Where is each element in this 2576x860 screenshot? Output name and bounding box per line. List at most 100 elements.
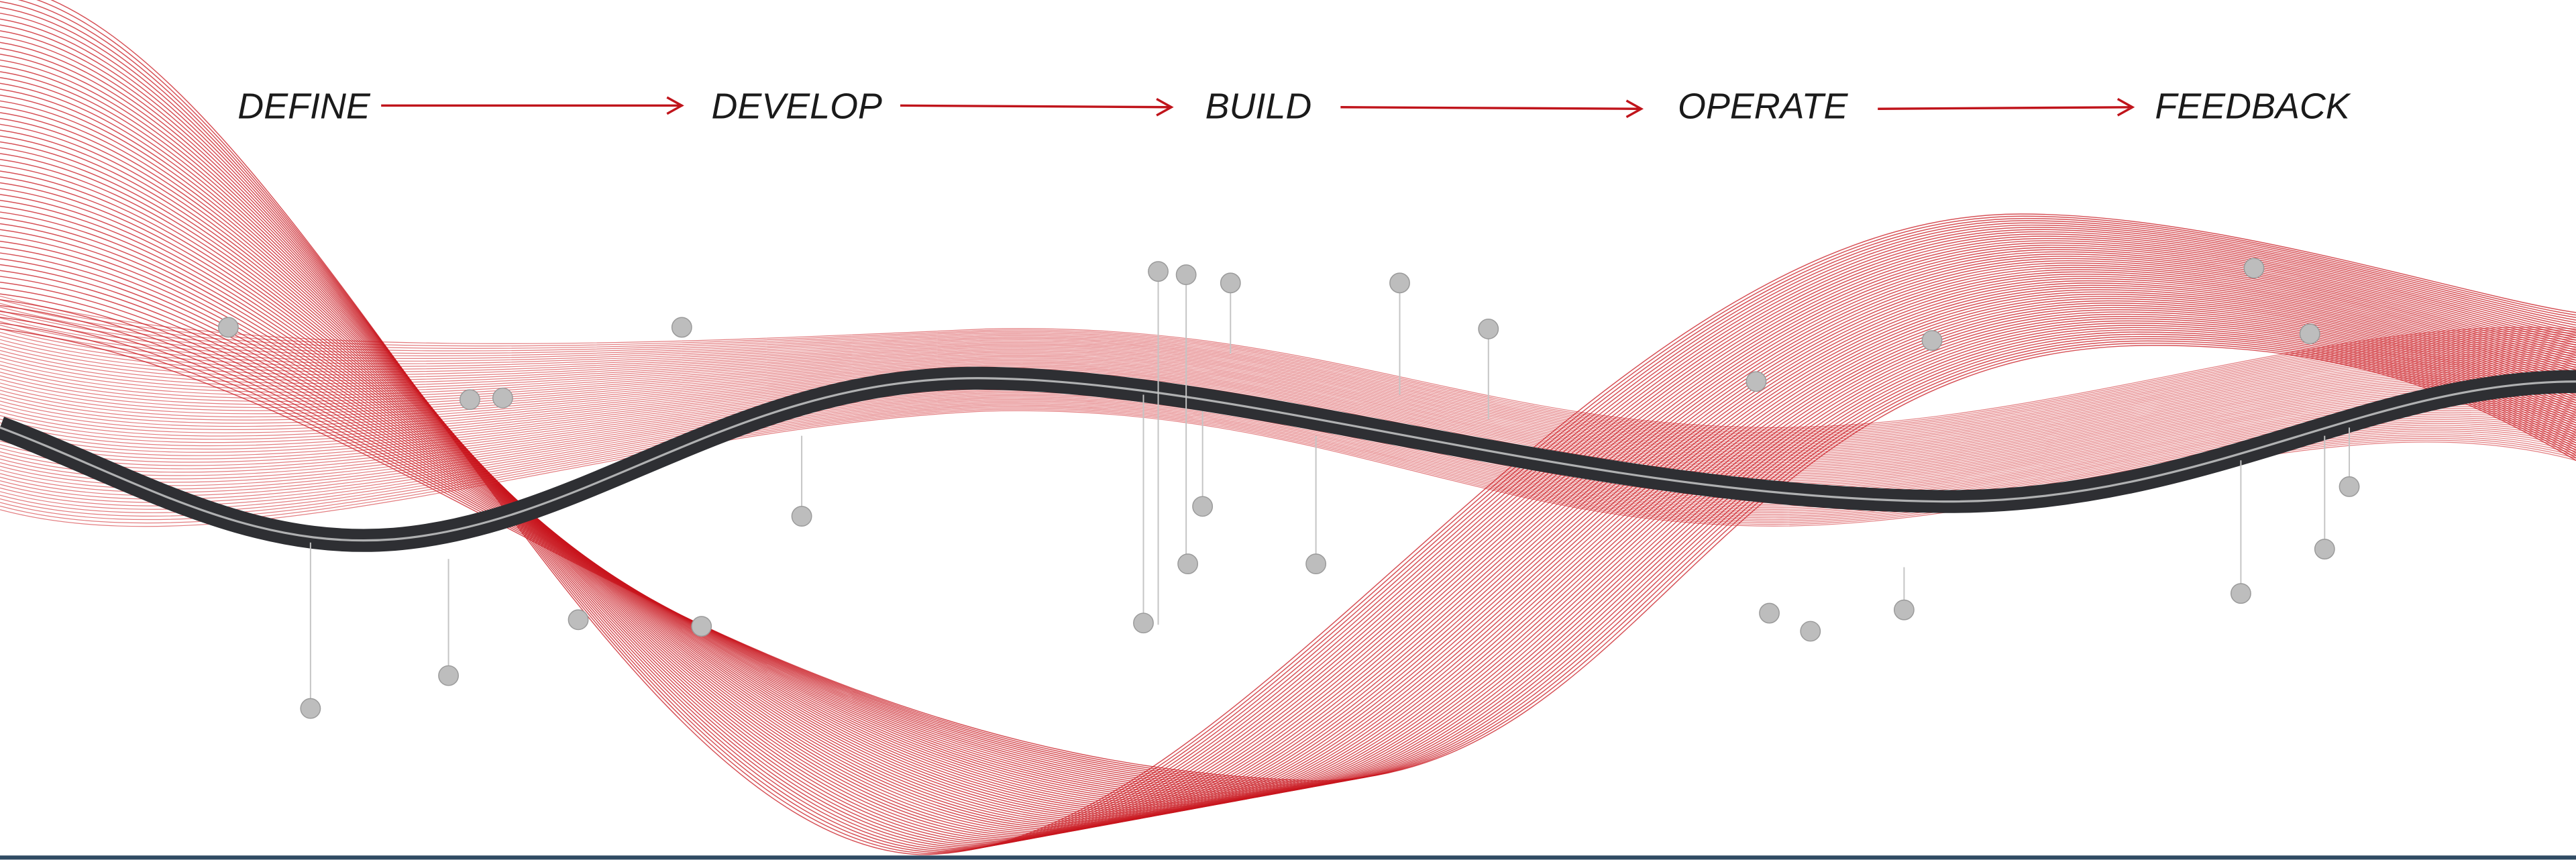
wave-line (0, 346, 2576, 451)
wave-line (0, 328, 2576, 782)
pin (1192, 411, 1214, 517)
wave-line (0, 83, 2576, 835)
wave-line (0, 246, 2576, 799)
wave-line (0, 89, 2576, 833)
pin-head (1148, 261, 1169, 282)
wave-line (0, 342, 2576, 450)
pin (2299, 323, 2320, 345)
pin (1759, 602, 1780, 624)
pin (217, 317, 239, 338)
wave-line (0, 223, 2576, 804)
arrow (1340, 99, 1644, 118)
wave-line (0, 136, 2576, 823)
pin (300, 542, 321, 719)
wave-line (0, 310, 2576, 435)
wave-line (0, 176, 2576, 814)
pin-head (300, 698, 321, 719)
wave-line (0, 328, 2576, 443)
pin (1175, 264, 1197, 559)
wave-line (0, 307, 2576, 433)
pin-head (2339, 476, 2360, 497)
main-wave-highlight (0, 377, 2576, 542)
wave-line (0, 287, 2576, 790)
main-wave (0, 366, 2576, 552)
wave-line (0, 293, 2576, 789)
pin (459, 389, 480, 411)
wave-line (0, 53, 2576, 841)
wave-line (0, 205, 2576, 808)
wave-line (0, 164, 2576, 816)
wave-line (0, 71, 2576, 837)
pin (1478, 318, 1499, 420)
wave-line (0, 393, 2576, 506)
wave-line (0, 303, 2576, 431)
wave-line (0, 158, 2576, 818)
pin-head (1800, 621, 1821, 642)
pin (1389, 272, 1410, 395)
wave-line (0, 321, 2576, 440)
wave-line (0, 367, 2576, 475)
wave-line (0, 322, 2576, 783)
wave-line (0, 364, 2576, 472)
pin-head (1192, 496, 1214, 517)
pin (1177, 553, 1199, 575)
pin (1921, 330, 1943, 351)
wave-line (0, 199, 2576, 809)
wave-line (0, 368, 2576, 477)
stage-label: DEFINE (237, 86, 371, 126)
wave-line (0, 349, 2576, 453)
stage-label: OPERATE (1678, 86, 1848, 126)
wave-line (0, 48, 2576, 842)
pin (671, 317, 692, 338)
wave-line (0, 299, 2576, 430)
stage-label: BUILD (1205, 86, 1312, 126)
pin-head (459, 389, 480, 411)
wave-line (0, 170, 2576, 816)
wave-line (0, 106, 2576, 829)
wave-line (0, 353, 2576, 458)
pin-head (2230, 583, 2251, 604)
wave-line (0, 394, 2576, 508)
wave-line (0, 324, 2576, 441)
pin (1148, 261, 1169, 625)
wave-line (0, 123, 2576, 825)
wave-line (0, 317, 2576, 784)
wave-line (0, 397, 2576, 512)
wave-line (0, 252, 2576, 798)
wave-line (0, 335, 2576, 447)
wave-line (0, 42, 2576, 843)
wave-line (0, 299, 2576, 788)
arrow (1878, 98, 2135, 117)
wave-line (0, 153, 2576, 819)
wave-line (0, 258, 2576, 797)
pin (568, 609, 589, 631)
pin (1133, 394, 1154, 634)
pin-head (1478, 318, 1499, 339)
stage-label: FEEDBACK (2155, 86, 2351, 126)
wave-line (0, 295, 2576, 428)
pin (2230, 460, 2251, 604)
wave-line (0, 194, 2576, 810)
pin-head (568, 609, 589, 631)
wave-line (0, 356, 2576, 462)
pin-head (2299, 323, 2320, 345)
pin (1746, 371, 1767, 392)
wave-line (0, 317, 2576, 438)
pins (217, 258, 2360, 719)
wave-line (0, 350, 2576, 455)
bottom-rule (0, 855, 2576, 860)
pin (1220, 272, 1241, 354)
wave-line (0, 276, 2576, 793)
pin (2314, 435, 2335, 559)
wave-line (0, 354, 2576, 460)
stage-row: DEFINE DEVELOP BUILD OPERATE FEEDBACK (237, 86, 2351, 126)
wave-line (0, 311, 2576, 786)
wave-line (0, 399, 2576, 513)
wave-line (0, 240, 2576, 800)
arrow (900, 98, 1174, 117)
wave-line (0, 270, 2576, 794)
stage-label: DEVELOP (712, 86, 883, 126)
